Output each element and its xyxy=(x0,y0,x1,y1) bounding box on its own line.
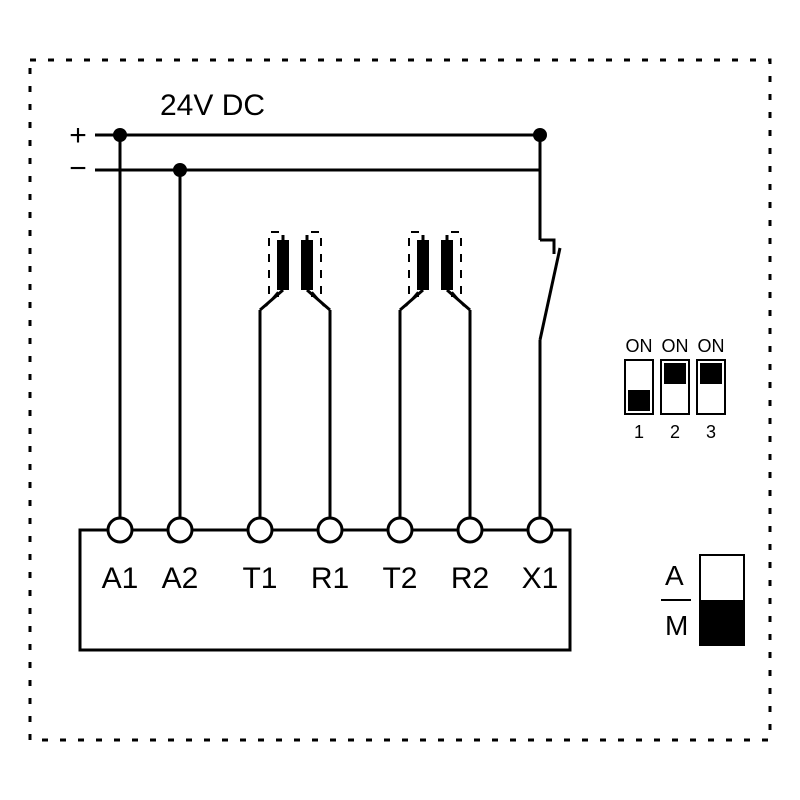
dip-number-label-3: 3 xyxy=(706,422,716,442)
sensor-bar xyxy=(277,240,289,290)
mode-label-a: A xyxy=(665,560,684,591)
mode-switch-slider xyxy=(700,600,744,645)
tick-mark xyxy=(266,292,278,306)
terminal-label-a1: A1 xyxy=(102,562,139,595)
mode-label-m: M xyxy=(665,610,688,641)
terminal-t2 xyxy=(388,518,412,542)
terminal-label-r2: R2 xyxy=(451,562,489,595)
terminal-a2 xyxy=(168,518,192,542)
terminal-label-t1: T1 xyxy=(242,562,277,595)
terminal-x1 xyxy=(528,518,552,542)
dip-number-label-1: 1 xyxy=(634,422,644,442)
terminal-label-t2: T2 xyxy=(382,562,417,595)
dip-on-label-2: ON xyxy=(662,336,689,356)
dip-on-label-3: ON xyxy=(698,336,725,356)
sensor-bar xyxy=(441,240,453,290)
switch-contact xyxy=(540,248,560,340)
dip-number-label-2: 2 xyxy=(670,422,680,442)
dip-slider-3 xyxy=(700,363,722,384)
supply-voltage-label: 24V DC xyxy=(160,89,265,122)
dip-slider-1 xyxy=(628,390,650,411)
tick-mark xyxy=(312,292,324,306)
sensor-bar xyxy=(301,240,313,290)
terminal-a1 xyxy=(108,518,132,542)
sensor-bar xyxy=(417,240,429,290)
dip-on-label-1: ON xyxy=(626,336,653,356)
terminal-t1 xyxy=(248,518,272,542)
rail-plus-label: + xyxy=(69,119,87,152)
terminal-label-x1: X1 xyxy=(522,562,559,595)
terminal-label-a2: A2 xyxy=(162,562,199,595)
terminal-label-r1: R1 xyxy=(311,562,349,595)
terminal-r2 xyxy=(458,518,482,542)
tick-mark xyxy=(452,292,464,306)
rail-minus-label: − xyxy=(69,152,87,185)
terminal-r1 xyxy=(318,518,342,542)
switch-hook xyxy=(540,240,554,254)
tick-mark xyxy=(406,292,418,306)
dip-slider-2 xyxy=(664,363,686,384)
